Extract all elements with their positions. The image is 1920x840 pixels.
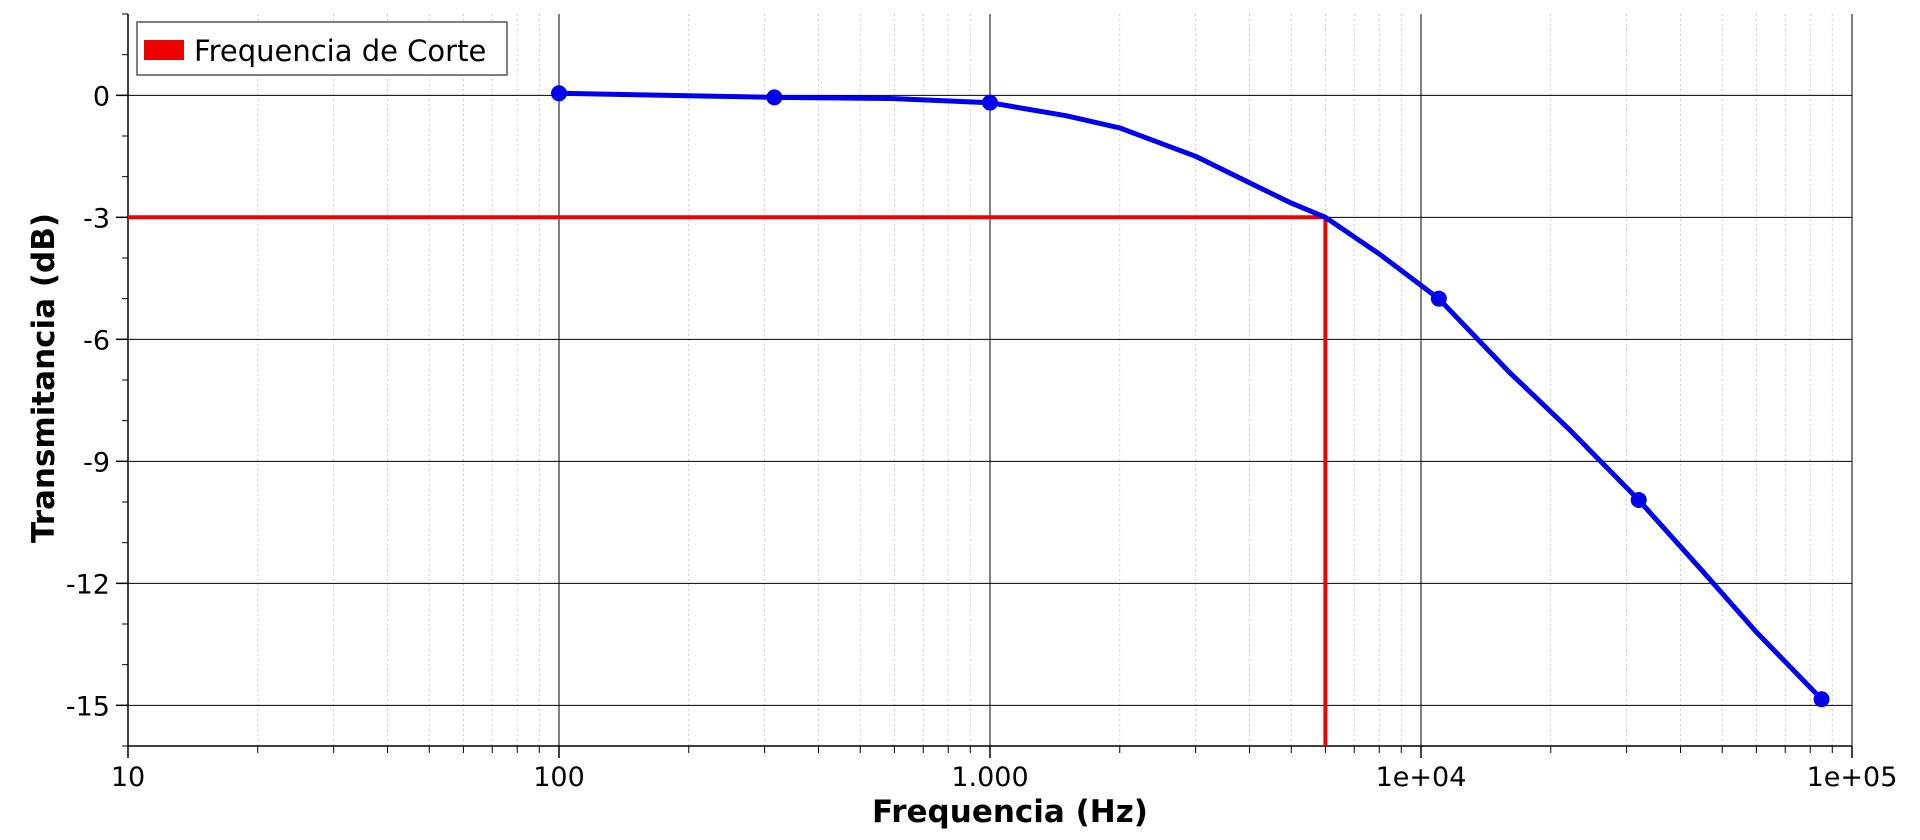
data-point bbox=[1430, 290, 1447, 307]
x-tick-label: 1e+04 bbox=[1376, 762, 1467, 793]
y-tick-label: -3 bbox=[83, 203, 110, 234]
tick-labels: 10 100 1.000 1e+04 1e+05 0 -3 -6 -9 -12 -15 bbox=[66, 81, 1898, 793]
legend-box bbox=[136, 21, 508, 76]
y-tick-label: -15 bbox=[66, 691, 110, 722]
y-tick-label: -9 bbox=[83, 447, 110, 478]
y-tick-label: -6 bbox=[83, 325, 110, 356]
data-point bbox=[1813, 691, 1830, 708]
x-tick-label: 10 bbox=[111, 762, 145, 793]
x-tick-label: 1.000 bbox=[951, 762, 1028, 793]
data-point bbox=[982, 94, 998, 111]
series-layer bbox=[128, 85, 1830, 746]
data-point bbox=[551, 85, 567, 102]
y-tick-label: -12 bbox=[66, 569, 110, 600]
legend-swatch bbox=[144, 40, 184, 60]
x-tick-label: 100 bbox=[533, 762, 585, 793]
y-axis-title: Transmitancia (dB) bbox=[26, 213, 62, 543]
data-point bbox=[1630, 491, 1647, 508]
series-cutoff-line bbox=[128, 215, 1328, 746]
grid bbox=[128, 14, 1853, 746]
axes bbox=[116, 13, 1853, 758]
data-point bbox=[766, 89, 783, 106]
x-tick-label: 1e+05 bbox=[1807, 762, 1898, 793]
legend-label: Frequencia de Corte bbox=[194, 34, 486, 68]
legend: Frequencia de Corte bbox=[136, 21, 508, 76]
series-transmittance-line bbox=[558, 90, 1824, 701]
y-tick-label: 0 bbox=[93, 81, 110, 112]
x-axis-title: Frequencia (Hz) bbox=[872, 794, 1148, 830]
